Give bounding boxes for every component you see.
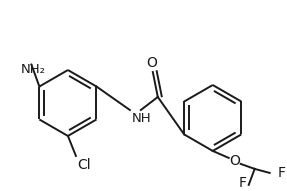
Text: NH₂: NH₂: [21, 62, 46, 76]
Text: F: F: [239, 176, 247, 190]
Text: NH: NH: [132, 112, 152, 125]
Text: O: O: [229, 154, 240, 168]
Text: F: F: [278, 166, 286, 180]
Text: Cl: Cl: [77, 158, 90, 172]
Text: O: O: [146, 56, 157, 70]
